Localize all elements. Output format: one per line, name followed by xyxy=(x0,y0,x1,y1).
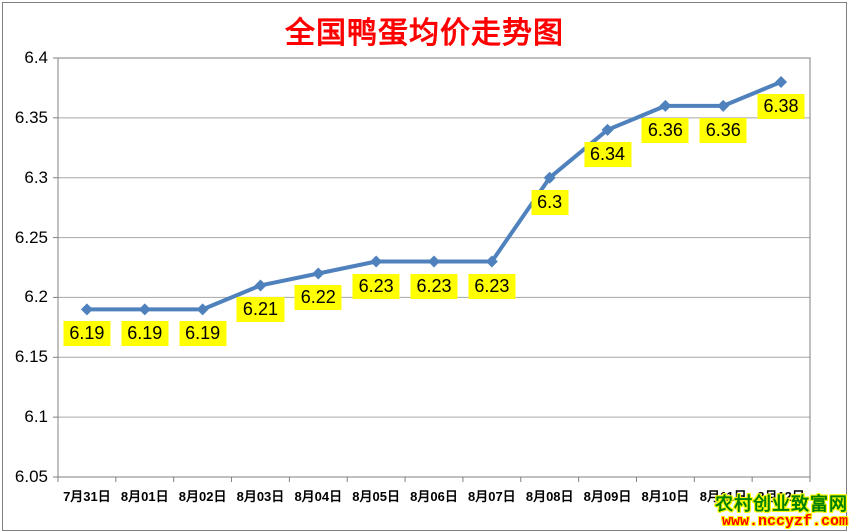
data-label: 6.23 xyxy=(410,273,458,299)
data-point-marker xyxy=(196,303,209,316)
x-tick-label: 8月12日 xyxy=(757,489,805,504)
x-tick-label: 8月02日 xyxy=(178,489,227,504)
data-label: 6.23 xyxy=(352,273,400,299)
x-tick-label: 8月08日 xyxy=(525,489,574,504)
data-label: 6.21 xyxy=(236,297,284,323)
data-point-marker xyxy=(312,267,325,280)
data-point-marker xyxy=(659,99,672,112)
data-label: 6.36 xyxy=(641,117,689,143)
y-tick-label: 6.3 xyxy=(24,167,48,187)
y-tick-label: 6.15 xyxy=(14,347,48,367)
data-label: 6.19 xyxy=(179,321,227,347)
y-tick-label: 6.35 xyxy=(14,107,48,127)
data-label: 6.22 xyxy=(294,285,342,311)
x-tick-label: 8月06日 xyxy=(410,489,458,504)
data-label: 6.34 xyxy=(584,141,632,167)
data-point-marker xyxy=(775,75,788,88)
chart-title: 全国鸭蛋均价走势图 xyxy=(285,17,564,50)
data-label: 6.23 xyxy=(468,273,516,299)
x-tick-label: 7月31日 xyxy=(63,489,111,504)
y-tick-label: 6.4 xyxy=(24,48,48,67)
x-tick-label: 8月03日 xyxy=(236,489,285,504)
data-point-marker xyxy=(80,303,93,316)
data-point-marker xyxy=(254,279,267,292)
y-tick-label: 6.2 xyxy=(24,287,48,307)
data-label: 6.38 xyxy=(757,93,805,119)
data-point-marker xyxy=(543,171,556,184)
x-tick-label: 8月04日 xyxy=(294,489,343,504)
x-tick-label: 8月07日 xyxy=(467,489,516,504)
y-tick-label: 6.05 xyxy=(14,467,48,486)
x-tick-label: 8月01日 xyxy=(120,489,169,504)
data-label: 6.3 xyxy=(531,189,569,215)
watermark-site-name: 农村创业致富网 xyxy=(715,494,848,515)
watermark: 农村创业致富网 www.nccyzf.com xyxy=(715,495,848,530)
data-point-marker xyxy=(428,255,440,268)
data-label: 6.36 xyxy=(699,117,747,143)
data-label: 6.19 xyxy=(121,321,169,347)
data-point-marker xyxy=(601,123,614,136)
x-tick-label: 8月10日 xyxy=(641,489,690,504)
y-tick-label: 6.25 xyxy=(14,227,48,247)
data-point-marker xyxy=(138,303,151,316)
data-label: 6.19 xyxy=(63,321,111,347)
y-tick-label: 6.1 xyxy=(24,407,48,427)
x-tick-label: 8月11日 xyxy=(699,489,747,504)
data-point-marker xyxy=(485,255,498,268)
plot-border xyxy=(57,57,811,478)
watermark-site-url: www.nccyzf.com xyxy=(721,513,848,531)
x-tick-label: 8月05日 xyxy=(352,489,400,504)
data-point-marker xyxy=(717,99,730,112)
x-tick-label: 8月09日 xyxy=(583,489,632,504)
data-point-marker xyxy=(370,255,383,268)
